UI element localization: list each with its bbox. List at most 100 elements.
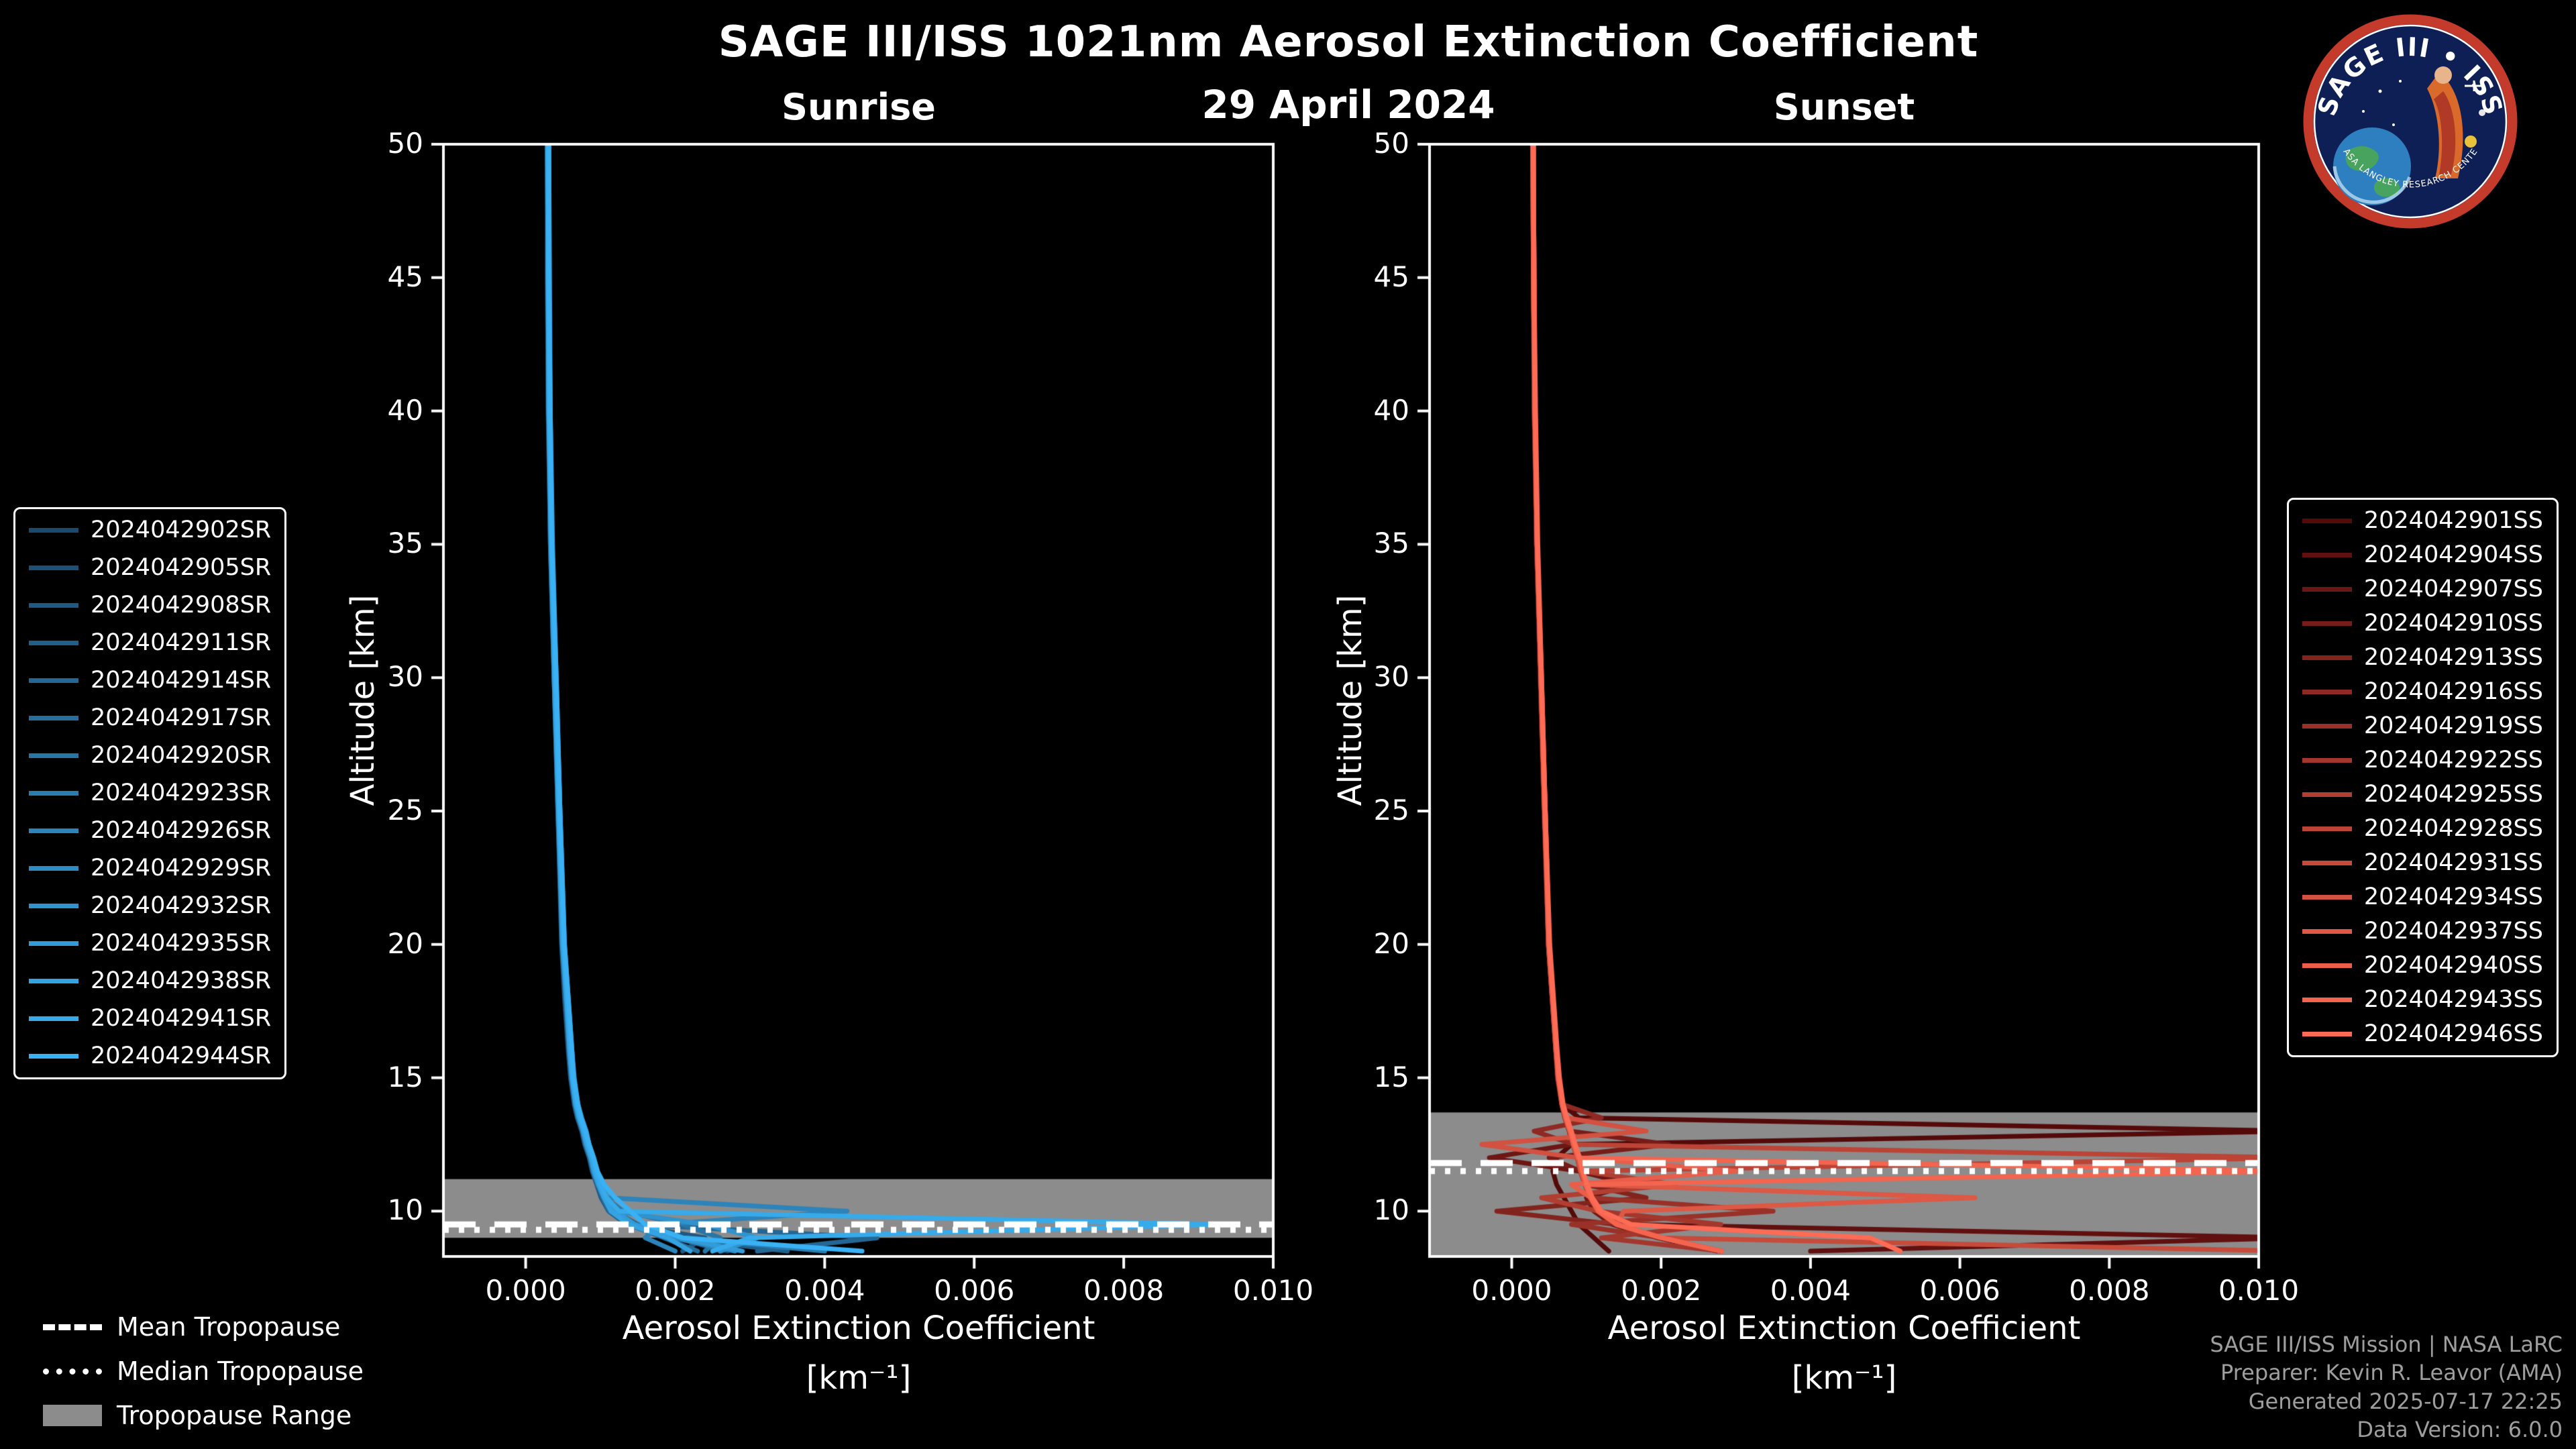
sunset-legend: 2024042901SS 2024042904SS 2024042907SS 2024…: [2286, 498, 2559, 1057]
legend-label: 2024042911SR: [91, 629, 272, 656]
x-tick-label: 0.006: [934, 1274, 1015, 1307]
legend-item: 2024042941SR: [29, 1007, 271, 1030]
legend-line-swatch: [29, 528, 78, 533]
tropopause-range-legend-item: Tropopause Range: [43, 1401, 364, 1430]
logo-figure: [2427, 66, 2463, 178]
y-tick-label: 15: [387, 1060, 423, 1093]
legend-line-swatch: [2302, 826, 2352, 831]
y-tick-label: 10: [387, 1193, 423, 1227]
date-label: 29 April 2024: [1201, 82, 1495, 127]
x-tick-label: 0.004: [1770, 1274, 1851, 1307]
legend-label: 2024042922SS: [2363, 747, 2543, 773]
legend-line-swatch: [2302, 655, 2352, 660]
dashed-line-swatch: [43, 1324, 102, 1330]
legend-label: 2024042926SR: [91, 817, 272, 844]
y-tick-label: 45: [1373, 260, 1409, 293]
legend-item: 2024042910SS: [2302, 612, 2543, 635]
legend-item: 2024042916SS: [2302, 680, 2543, 704]
legend-item: 2024042920SR: [29, 744, 271, 767]
x-tick-label: 0.008: [2069, 1274, 2150, 1307]
x-tick-label: 0.002: [635, 1274, 716, 1307]
legend-item: 2024042934SS: [2302, 885, 2543, 909]
x-tick-label: 0.008: [1083, 1274, 1165, 1307]
legend-label: 2024042913SS: [2363, 644, 2543, 671]
legend-label: 2024042938SR: [91, 967, 272, 994]
legend-label: 2024042946SS: [2363, 1020, 2543, 1047]
legend-item: 2024042917SR: [29, 706, 271, 730]
legend-line-swatch: [29, 753, 78, 758]
legend-item: 2024042943SS: [2302, 988, 2543, 1012]
legend-item: 2024042926SR: [29, 819, 271, 843]
y-tick-label: 40: [1373, 393, 1409, 427]
legend-line-swatch: [29, 941, 78, 946]
legend-label: 2024042923SR: [91, 780, 272, 806]
footer-line-mission: SAGE III/ISS Mission | NASA LaRC: [2210, 1332, 2563, 1358]
legend-line-swatch: [29, 716, 78, 720]
gray-range-swatch: [43, 1405, 102, 1426]
sunrise-panel-title: Sunrise: [782, 86, 936, 128]
legend-item: 2024042922SS: [2302, 749, 2543, 772]
legend-line-swatch: [2302, 621, 2352, 626]
sunset-y-axis-label: Altitude [km]: [1332, 594, 1369, 806]
sunset-x-axis-unit: [km⁻¹]: [1791, 1359, 1897, 1397]
legend-label: 2024042910SS: [2363, 610, 2543, 637]
logo-inner-ring: [2313, 24, 2508, 219]
y-tick-label: 20: [1373, 926, 1409, 960]
legend-item: 2024042913SS: [2302, 646, 2543, 669]
legend-label: 2024042908SR: [91, 592, 272, 619]
legend-label: 2024042904SS: [2363, 541, 2543, 568]
sunset-panel-title: Sunset: [1773, 86, 1915, 128]
y-tick-label: 45: [387, 260, 423, 293]
legend-item: 2024042914SR: [29, 669, 271, 692]
footer-line-preparer: Preparer: Kevin R. Leavor (AMA): [2220, 1360, 2563, 1386]
y-tick-label: 40: [387, 393, 423, 427]
sunset-x-axis-label: Aerosol Extinction Coefficient: [1607, 1309, 2081, 1347]
legend-label: 2024042932SR: [91, 892, 272, 919]
legend-line-swatch: [2302, 998, 2352, 1002]
legend-label: 2024042905SR: [91, 554, 272, 581]
legend-label: 2024042934SS: [2363, 883, 2543, 910]
footer-line-version: Data Version: 6.0.0: [2357, 1416, 2563, 1442]
legend-line-swatch: [2302, 553, 2352, 557]
legend-label: 2024042937SS: [2363, 918, 2543, 945]
legend-label: 2024042928SS: [2363, 815, 2543, 842]
x-tick-label: 0.000: [1471, 1274, 1552, 1307]
legend-line-swatch: [2302, 758, 2352, 763]
legend-line-swatch: [2302, 792, 2352, 797]
y-tick-label: 35: [387, 527, 423, 560]
legend-item: 2024042901SS: [2302, 509, 2543, 533]
legend-line-swatch: [29, 603, 78, 608]
tropopause-legend: Mean Tropopause Median Tropopause Tropop…: [43, 1312, 364, 1430]
legend-item: 2024042904SS: [2302, 543, 2543, 567]
y-tick-label: 10: [1373, 1193, 1409, 1227]
legend-line-swatch: [29, 828, 78, 833]
legend-line-swatch: [29, 566, 78, 570]
y-tick-label: 15: [1373, 1060, 1409, 1093]
legend-line-swatch: [29, 791, 78, 796]
legend-label: 2024042943SS: [2363, 986, 2543, 1013]
legend-item: 2024042919SS: [2302, 714, 2543, 738]
legend-label: 2024042935SR: [91, 930, 272, 957]
y-tick-label: 50: [387, 127, 423, 160]
y-tick-label: 20: [387, 926, 423, 960]
legend-item: 2024042905SR: [29, 556, 271, 580]
legend-label: 2024042925SS: [2363, 781, 2543, 808]
mean-tropopause-label: Mean Tropopause: [117, 1312, 341, 1342]
legend-line-swatch: [2302, 963, 2352, 968]
x-tick-label: 0.002: [1621, 1274, 1702, 1307]
y-tick-label: 35: [1373, 527, 1409, 560]
legend-line-swatch: [2302, 861, 2352, 865]
x-tick-label: 0.006: [1919, 1274, 2000, 1307]
legend-line-swatch: [2302, 519, 2352, 523]
legend-item: 2024042911SR: [29, 631, 271, 655]
legend-item: 2024042932SR: [29, 894, 271, 918]
logo-earth: [2332, 127, 2412, 205]
sunrise-x-axis-label: Aerosol Extinction Coefficient: [622, 1309, 1095, 1347]
sunrise-y-axis-label: Altitude [km]: [344, 594, 382, 806]
legend-item: 2024042928SS: [2302, 817, 2543, 841]
logo-iss-icon: [2465, 80, 2483, 91]
mean-tropopause-legend-item: Mean Tropopause: [43, 1312, 364, 1342]
legend-line-swatch: [29, 1016, 78, 1021]
legend-label: 2024042916SS: [2363, 678, 2543, 705]
